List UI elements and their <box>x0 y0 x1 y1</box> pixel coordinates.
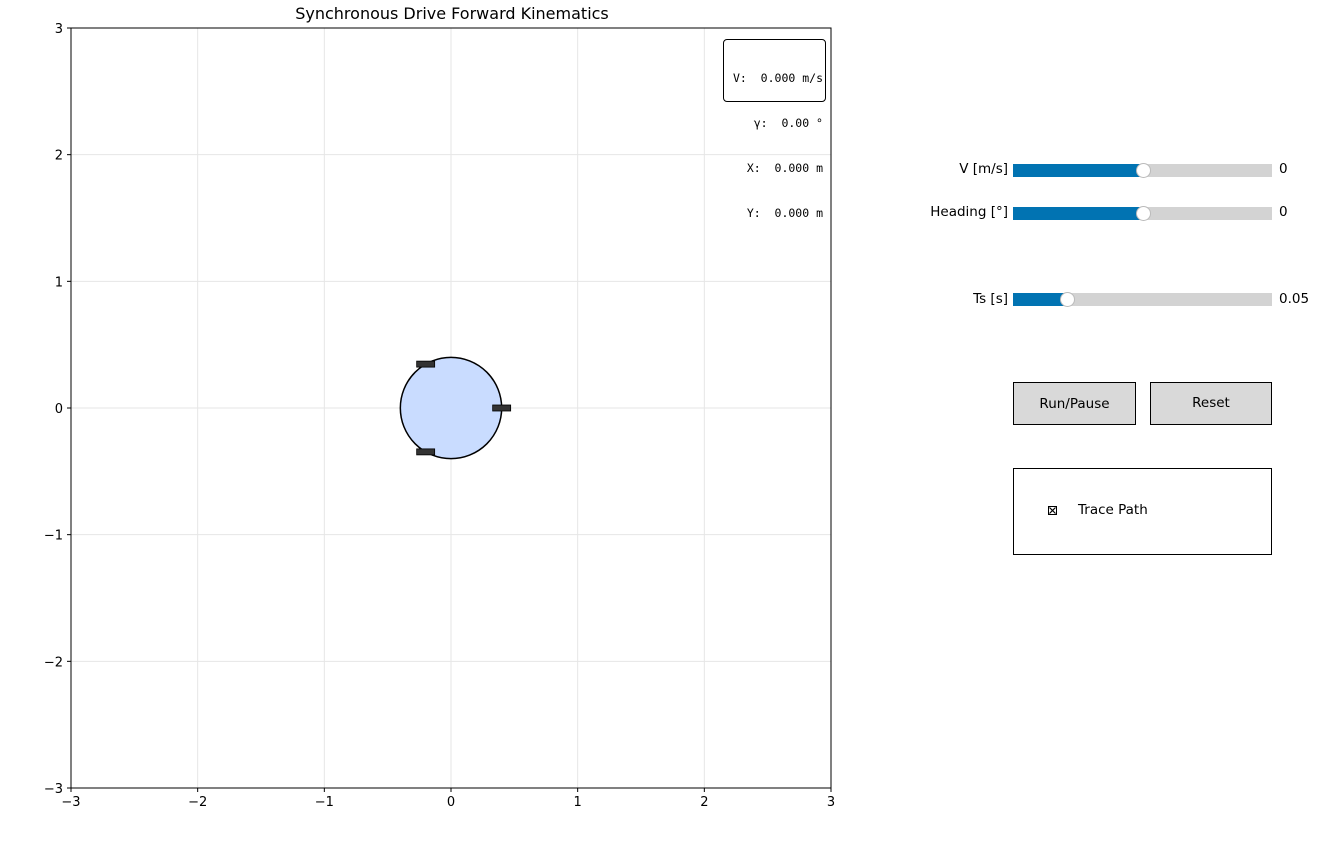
state-readout: V: 0.000 m/s γ: 0.00 ° X: 0.000 m Y: 0.0… <box>723 39 826 220</box>
y-position-readout: Y: 0.000 m <box>746 206 823 220</box>
ts-slider-fill <box>1013 293 1068 306</box>
trace-path-label[interactable]: Trace Path <box>1078 502 1148 518</box>
y-tick-label: 0 <box>55 402 63 417</box>
velocity-readout: V: 0.000 m/s <box>732 71 823 85</box>
robot <box>399 356 512 460</box>
axis-ticks: −3−3 −2 −2 −1 −1 0 0 1 1 2 2 3 3 <box>44 22 835 810</box>
heading-slider-fill <box>1013 207 1143 220</box>
velocity-slider[interactable] <box>1013 163 1272 178</box>
trace-path-checkbox[interactable] <box>1048 506 1057 515</box>
ts-slider-value: 0.05 <box>1279 291 1310 307</box>
ts-slider-handle[interactable] <box>1060 292 1076 307</box>
y-tick-label: −3 <box>44 782 63 797</box>
velocity-slider-handle[interactable] <box>1135 163 1151 178</box>
reset-button[interactable]: Reset <box>1150 382 1272 425</box>
heading-readout: γ: 0.00 ° <box>753 116 823 130</box>
y-tick-label: 2 <box>55 149 63 164</box>
trace-path-panel: Trace Path <box>1013 468 1272 555</box>
robot-body <box>399 356 503 460</box>
robot-wheel <box>416 360 436 368</box>
ts-slider-label: Ts [s] <box>973 291 1008 307</box>
heading-slider-handle[interactable] <box>1135 206 1151 221</box>
x-tick-label: 3 <box>827 795 835 810</box>
robot-wheel <box>492 404 512 412</box>
y-tick-label: −2 <box>44 655 63 670</box>
x-tick-label: 2 <box>700 795 708 810</box>
robot-wheel <box>416 448 436 456</box>
velocity-slider-fill <box>1013 164 1143 177</box>
x-tick-label: −2 <box>188 795 207 810</box>
x-tick-label: −1 <box>315 795 334 810</box>
y-tick-label: −1 <box>44 529 63 544</box>
heading-slider-label: Heading [°] <box>930 204 1008 220</box>
x-position-readout: X: 0.000 m <box>746 161 823 175</box>
heading-slider[interactable] <box>1013 206 1272 221</box>
plot-title: Synchronous Drive Forward Kinematics <box>295 4 609 23</box>
checkmark-icon <box>1049 507 1056 514</box>
x-tick-label: −3 <box>61 795 80 810</box>
y-tick-label: 3 <box>55 22 63 37</box>
run-pause-button[interactable]: Run/Pause <box>1013 382 1136 425</box>
y-tick-label: 1 <box>55 275 63 290</box>
velocity-slider-label: V [m/s] <box>959 161 1008 177</box>
ts-slider[interactable] <box>1013 292 1272 307</box>
velocity-slider-value: 0 <box>1279 161 1288 177</box>
heading-slider-value: 0 <box>1279 204 1288 220</box>
x-tick-label: 0 <box>447 795 455 810</box>
x-tick-label: 1 <box>574 795 582 810</box>
